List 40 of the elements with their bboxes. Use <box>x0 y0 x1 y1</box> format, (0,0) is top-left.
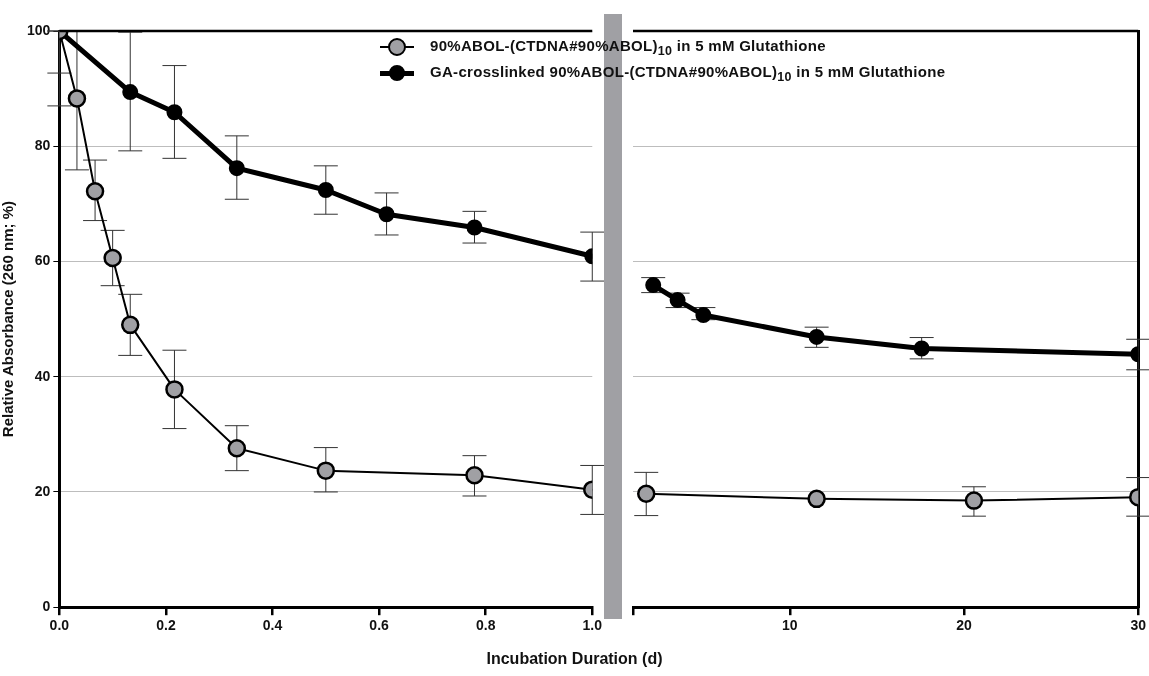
point <box>317 182 334 199</box>
point <box>122 84 139 101</box>
point <box>913 340 930 357</box>
point <box>645 277 662 294</box>
point <box>636 484 656 503</box>
point <box>807 489 826 509</box>
x-tick-label: 0.8 <box>475 617 496 634</box>
x-tick-label: 0.6 <box>369 617 390 634</box>
y-tick-label: 20 <box>34 482 51 499</box>
x-tick-label: 0.0 <box>49 617 70 634</box>
x-tick-label: 0.2 <box>156 617 176 634</box>
point <box>808 328 825 345</box>
x-tick-label: 0.4 <box>262 617 283 634</box>
point <box>166 104 183 121</box>
y-tick-label: 60 <box>34 252 51 269</box>
point <box>103 248 122 268</box>
point <box>669 292 686 309</box>
point <box>227 438 247 458</box>
point <box>85 181 105 201</box>
legend-label: 90%ABOL-(CTDNA#90%ABOL)$_{10}$ in 5 mM Glutathione <box>430 36 826 58</box>
y-tick-label: 40 <box>34 367 51 384</box>
x-tick-label: 1.0 <box>582 617 603 634</box>
point <box>120 315 140 335</box>
point <box>465 466 484 485</box>
y-tick-label: 100 <box>27 21 51 38</box>
y-axis-title: Relative Absorbance (260 nm; %) <box>0 201 17 438</box>
y-tick-label: 80 <box>34 137 51 154</box>
point <box>466 219 483 236</box>
point <box>228 160 245 177</box>
x-tick-label: 30 <box>1130 617 1147 634</box>
x-tick-label: 20 <box>956 617 972 634</box>
point <box>695 307 712 324</box>
point <box>378 206 395 223</box>
point <box>67 89 87 108</box>
point <box>316 461 336 480</box>
x-axis-title: Incubation Duration (d) <box>485 650 664 668</box>
legend-label: GA-crosslinked 90%ABOL-(CTDNA#90%ABOL)$_{10}$ in 5 mM Glutathione <box>430 62 946 84</box>
y-tick-label: 0 <box>42 598 51 615</box>
point <box>165 380 184 399</box>
x-tick-label: 10 <box>782 617 798 634</box>
